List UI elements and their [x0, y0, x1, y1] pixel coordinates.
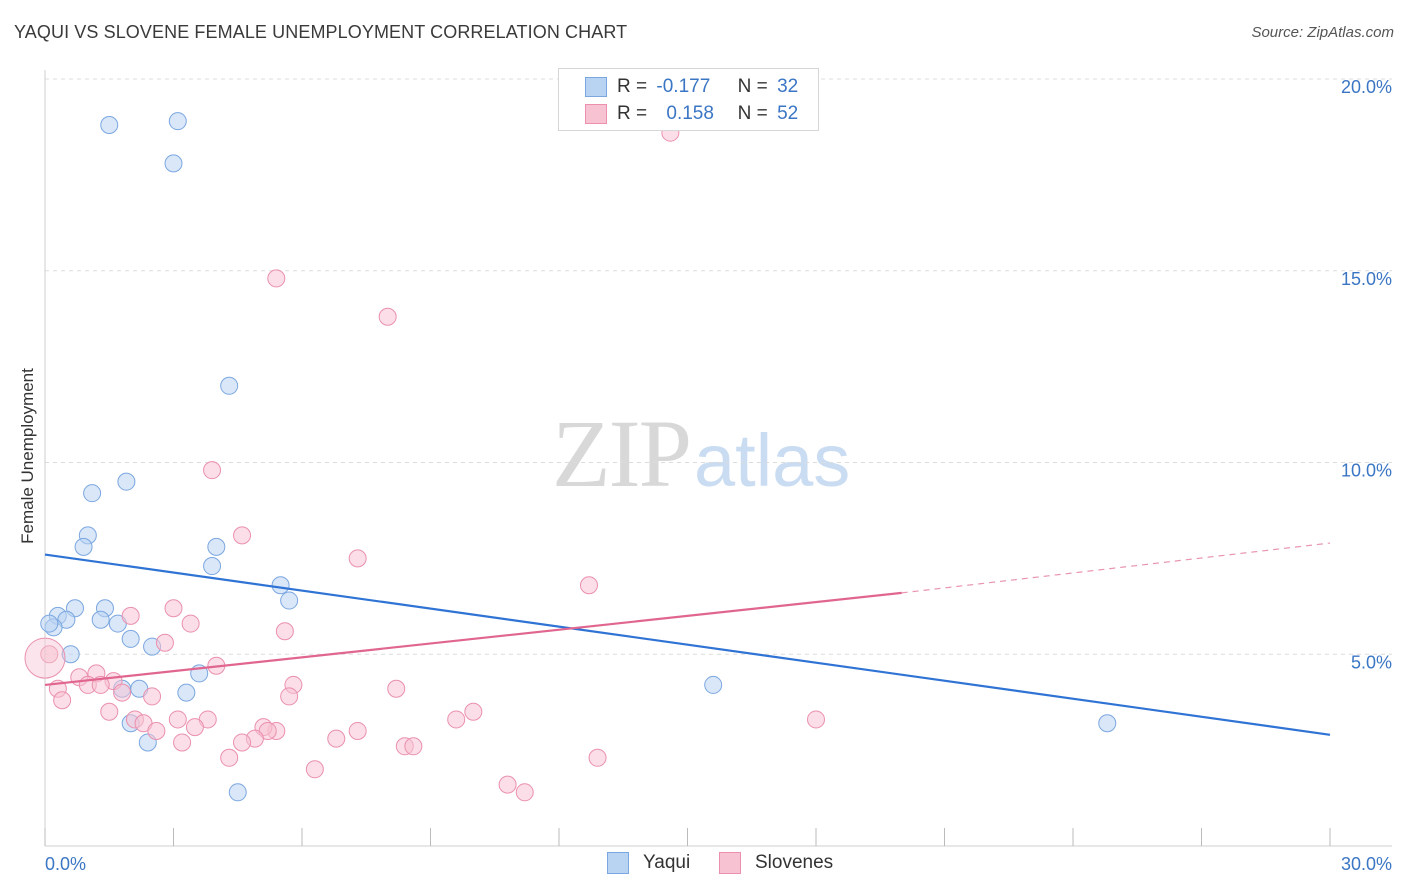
legend-n-label: N = [737, 103, 768, 124]
yaqui-point [121, 629, 140, 648]
slovenes-point [275, 622, 294, 641]
slovenes-point [168, 710, 187, 729]
trend-lines [44, 542, 1331, 736]
y-tick-label: 5.0% [1351, 652, 1392, 672]
slovenes-point [40, 645, 59, 664]
x-tick-label-max: 30.0% [1341, 854, 1392, 874]
slovenes-point [280, 687, 299, 706]
legend-r-label: R = [617, 103, 648, 124]
slovenes-point [327, 729, 346, 748]
legend-r-label: R = [617, 76, 648, 97]
yaqui-point [117, 472, 136, 491]
slovenes-swatch [585, 103, 607, 124]
series-legend-slovenes: Slovenes [719, 852, 833, 874]
slovenes-point [233, 733, 252, 752]
legend-row-yaqui: R = -0.177 N = 32 [585, 76, 798, 98]
slovenes-point [53, 691, 72, 710]
slovenes-trend-extrapolated [901, 542, 1331, 594]
axes [44, 70, 1392, 847]
yaqui-point [207, 537, 226, 556]
slovenes-point [147, 721, 166, 740]
yaqui-point [228, 783, 247, 802]
slovenes-point [515, 783, 534, 802]
legend-r-value-slovenes: 0.158 [666, 103, 714, 124]
legend-n-value-slovenes: 52 [777, 103, 799, 124]
slovenes-point [100, 702, 119, 721]
slovenes-point [91, 675, 110, 694]
watermark: ZIPatlas [552, 398, 850, 509]
slovenes-point [464, 702, 483, 721]
yaqui-point [280, 591, 299, 610]
yaqui-legend-label: Yaqui [643, 852, 691, 874]
yaqui-swatch [585, 76, 607, 97]
slovenes-point [579, 576, 598, 595]
yaqui-point [91, 610, 110, 629]
slovenes-point [267, 269, 286, 288]
slovenes-point [24, 637, 66, 679]
slovenes-point [155, 633, 174, 652]
gridlines [45, 78, 1392, 655]
slovenes-point [378, 307, 397, 326]
legend-r-value-yaqui: -0.177 [656, 76, 711, 97]
correlation-legend: R = -0.177 N = 32 R = 0.158 N = 52 [558, 68, 819, 131]
slovenes-point [807, 710, 825, 729]
legend-row-slovenes: R = 0.158 N = 52 [585, 103, 798, 125]
slovenes-point [498, 775, 517, 794]
yaqui-point [40, 614, 59, 633]
tick-labels: 5.0% 10.0% 15.0% 20.0% 0.0% 30.0% [45, 77, 1392, 874]
legend-n-label: N = [737, 76, 768, 97]
slovenes-point [447, 710, 466, 729]
y-tick-label: 15.0% [1341, 269, 1392, 289]
slovenes-point [143, 687, 162, 706]
yaqui-point [271, 576, 290, 595]
slovenes-point [164, 599, 183, 618]
yaqui-point [83, 484, 102, 503]
slovenes-point [404, 737, 423, 756]
series-legend: Yaqui Slovenes [0, 852, 1406, 876]
slovenes-point [203, 461, 222, 480]
yaqui-point [177, 683, 196, 702]
slovenes-point [220, 748, 239, 767]
source-label: Source: ZipAtlas.com [1251, 24, 1394, 41]
slovenes-point [113, 683, 132, 702]
slovenes-point [348, 721, 367, 740]
slovenes-point [387, 679, 406, 698]
slovenes-point [588, 748, 607, 767]
slovenes-point [348, 549, 367, 568]
series-legend-yaqui: Yaqui [607, 852, 690, 874]
watermark-atlas: atlas [694, 419, 851, 502]
yaqui-point [168, 112, 187, 131]
y-tick-label: 20.0% [1341, 77, 1392, 97]
slovenes-legend-label: Slovenes [755, 852, 834, 874]
yaqui-point [74, 537, 93, 556]
slovenes-point [233, 526, 252, 545]
slovenes-point [121, 606, 140, 625]
slovenes-point [181, 614, 200, 633]
yaqui-point [164, 154, 183, 173]
chart-title: YAQUI VS SLOVENE FEMALE UNEMPLOYMENT COR… [14, 22, 628, 42]
yaqui-point [100, 116, 119, 135]
yaqui-legend-swatch [607, 852, 629, 874]
watermark-zip: ZIP [552, 400, 692, 507]
x-tick-label-min: 0.0% [45, 854, 86, 874]
slovenes-point [185, 718, 204, 737]
slovenes-trend-line [44, 591, 902, 687]
yaqui-point [220, 376, 239, 395]
yaqui-point [1098, 714, 1117, 733]
data-points [24, 112, 1117, 802]
slovenes-point [305, 760, 324, 779]
yaqui-point [704, 675, 723, 694]
slovenes-point [173, 733, 192, 752]
y-tick-label: 10.0% [1341, 461, 1392, 481]
yaqui-point [61, 645, 80, 664]
yaqui-trend-line [44, 553, 1331, 736]
legend-n-value-yaqui: 32 [777, 76, 799, 97]
slovenes-legend-swatch [719, 852, 741, 874]
yaqui-point [203, 557, 222, 576]
